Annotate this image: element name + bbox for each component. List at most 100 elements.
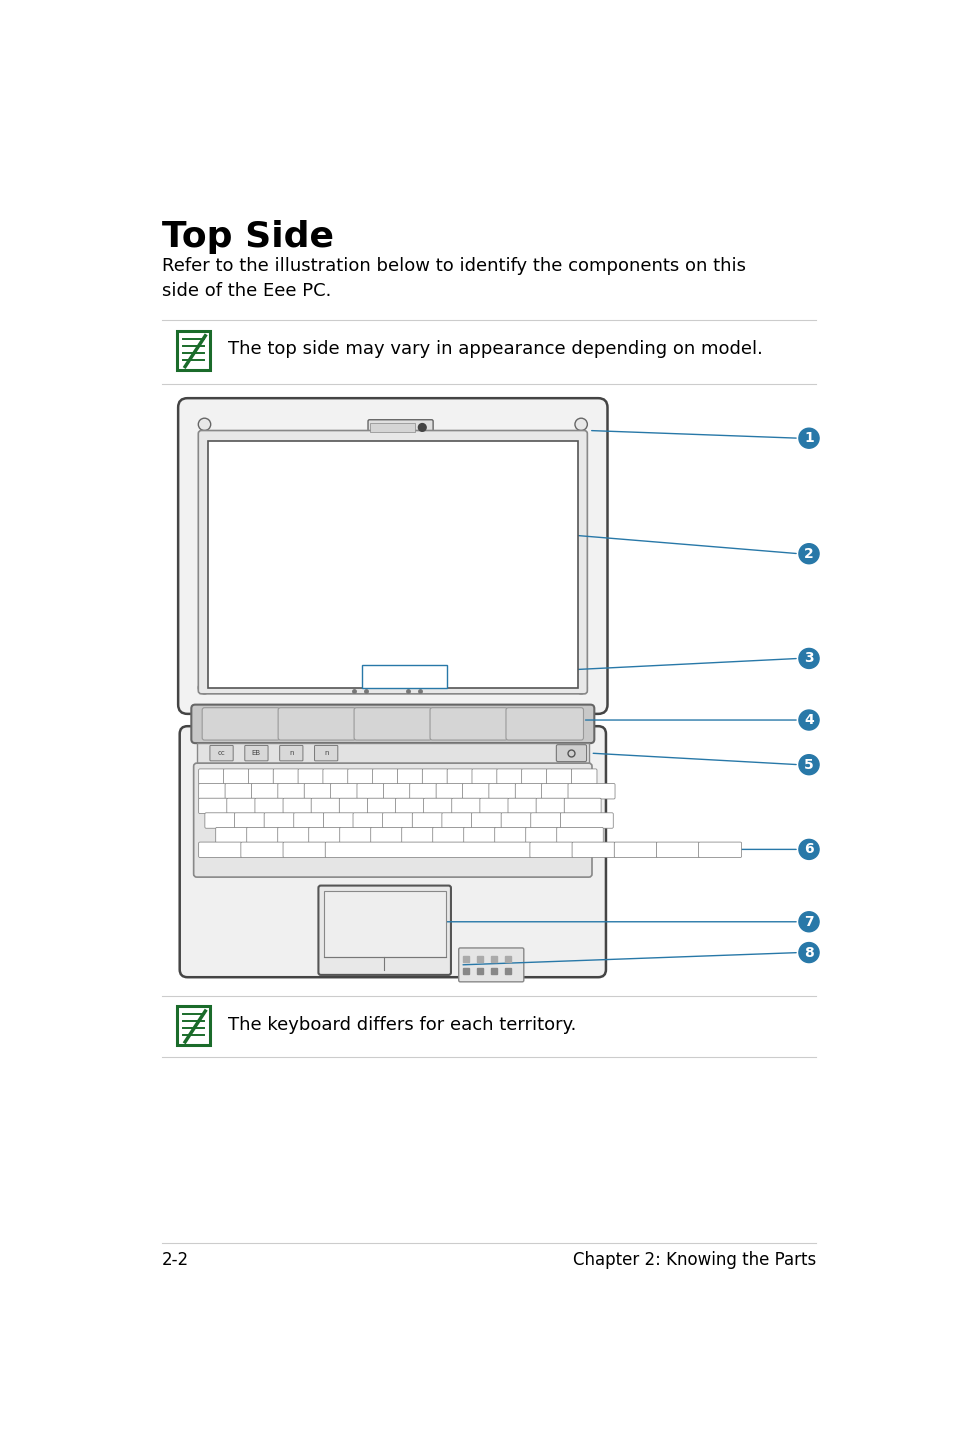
FancyBboxPatch shape (177, 1007, 210, 1045)
FancyBboxPatch shape (323, 812, 354, 828)
Text: Chapter 2: Knowing the Parts: Chapter 2: Knowing the Parts (572, 1251, 815, 1268)
FancyBboxPatch shape (353, 812, 383, 828)
FancyBboxPatch shape (192, 705, 594, 743)
FancyBboxPatch shape (530, 812, 560, 828)
FancyBboxPatch shape (497, 769, 522, 784)
FancyBboxPatch shape (304, 784, 331, 800)
FancyBboxPatch shape (178, 398, 607, 713)
FancyBboxPatch shape (223, 769, 249, 784)
FancyBboxPatch shape (348, 769, 373, 784)
Circle shape (198, 418, 211, 430)
FancyBboxPatch shape (383, 784, 410, 800)
Text: 2: 2 (803, 546, 813, 561)
FancyBboxPatch shape (472, 769, 497, 784)
Circle shape (798, 544, 819, 564)
FancyBboxPatch shape (368, 420, 433, 436)
Text: n: n (289, 751, 294, 756)
FancyBboxPatch shape (525, 827, 557, 843)
FancyBboxPatch shape (198, 784, 226, 800)
FancyBboxPatch shape (463, 827, 495, 843)
FancyBboxPatch shape (505, 707, 583, 741)
FancyBboxPatch shape (369, 423, 415, 431)
FancyBboxPatch shape (283, 798, 312, 814)
Circle shape (575, 418, 587, 430)
Circle shape (798, 840, 819, 860)
FancyBboxPatch shape (401, 827, 433, 843)
FancyBboxPatch shape (279, 745, 303, 761)
FancyBboxPatch shape (614, 843, 657, 857)
FancyBboxPatch shape (179, 726, 605, 978)
Text: cc: cc (217, 751, 225, 756)
Circle shape (798, 649, 819, 669)
Text: 1: 1 (803, 431, 813, 446)
FancyBboxPatch shape (433, 827, 464, 843)
FancyBboxPatch shape (495, 827, 526, 843)
FancyBboxPatch shape (488, 784, 516, 800)
Circle shape (418, 424, 426, 431)
FancyBboxPatch shape (412, 812, 442, 828)
Text: EB: EB (252, 751, 261, 756)
FancyBboxPatch shape (264, 812, 294, 828)
FancyBboxPatch shape (559, 812, 613, 828)
FancyBboxPatch shape (322, 769, 348, 784)
FancyBboxPatch shape (373, 769, 397, 784)
FancyBboxPatch shape (447, 769, 473, 784)
FancyBboxPatch shape (248, 769, 274, 784)
FancyBboxPatch shape (177, 331, 210, 370)
Text: n: n (324, 751, 328, 756)
FancyBboxPatch shape (273, 769, 298, 784)
FancyBboxPatch shape (556, 745, 586, 762)
FancyBboxPatch shape (572, 843, 615, 857)
FancyBboxPatch shape (436, 784, 463, 800)
FancyBboxPatch shape (571, 769, 597, 784)
FancyBboxPatch shape (325, 843, 530, 857)
FancyBboxPatch shape (210, 745, 233, 761)
FancyBboxPatch shape (252, 784, 278, 800)
Bar (196, 743, 588, 764)
FancyBboxPatch shape (277, 784, 305, 800)
FancyBboxPatch shape (567, 784, 615, 800)
FancyBboxPatch shape (227, 798, 255, 814)
FancyBboxPatch shape (656, 843, 699, 857)
FancyBboxPatch shape (202, 707, 279, 741)
FancyBboxPatch shape (546, 769, 572, 784)
Circle shape (798, 912, 819, 932)
FancyBboxPatch shape (245, 745, 268, 761)
FancyBboxPatch shape (318, 886, 451, 975)
Text: 6: 6 (803, 843, 813, 857)
FancyBboxPatch shape (423, 798, 452, 814)
FancyBboxPatch shape (198, 769, 224, 784)
Text: 4: 4 (803, 713, 813, 728)
FancyBboxPatch shape (441, 812, 472, 828)
Text: Top Side: Top Side (162, 220, 334, 255)
Text: 3: 3 (803, 651, 813, 666)
Text: 5: 5 (803, 758, 813, 772)
Circle shape (798, 755, 819, 775)
FancyBboxPatch shape (309, 827, 340, 843)
FancyBboxPatch shape (395, 798, 424, 814)
FancyBboxPatch shape (354, 707, 431, 741)
Text: 2-2: 2-2 (162, 1251, 189, 1268)
FancyBboxPatch shape (458, 948, 523, 982)
FancyBboxPatch shape (311, 798, 339, 814)
FancyBboxPatch shape (277, 827, 309, 843)
FancyBboxPatch shape (278, 707, 355, 741)
FancyBboxPatch shape (563, 798, 600, 814)
FancyBboxPatch shape (430, 707, 507, 741)
FancyBboxPatch shape (356, 784, 384, 800)
Text: 7: 7 (803, 915, 813, 929)
FancyBboxPatch shape (198, 843, 241, 857)
Text: The top side may vary in appearance depending on model.: The top side may vary in appearance depe… (228, 341, 761, 358)
FancyBboxPatch shape (193, 764, 592, 877)
FancyBboxPatch shape (507, 798, 537, 814)
FancyBboxPatch shape (515, 784, 542, 800)
FancyBboxPatch shape (215, 827, 247, 843)
FancyBboxPatch shape (529, 843, 572, 857)
FancyBboxPatch shape (247, 827, 278, 843)
FancyBboxPatch shape (240, 843, 284, 857)
Bar (208, 441, 578, 687)
Circle shape (798, 942, 819, 962)
FancyBboxPatch shape (371, 827, 402, 843)
FancyBboxPatch shape (297, 769, 323, 784)
FancyBboxPatch shape (409, 784, 436, 800)
